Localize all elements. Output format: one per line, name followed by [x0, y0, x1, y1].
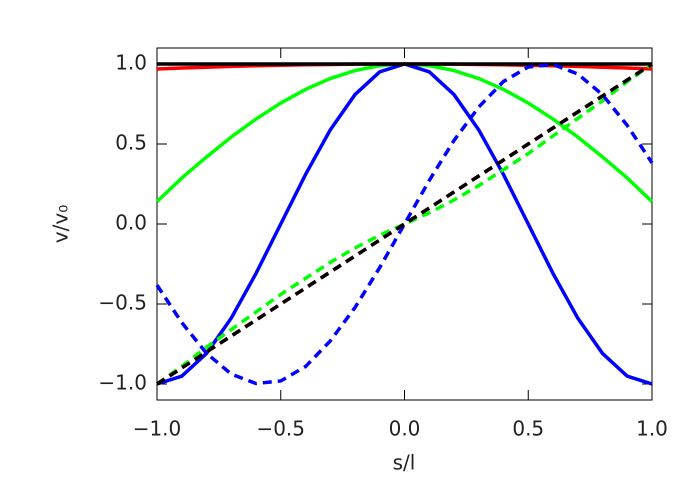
y-tick-label: 0.0 — [115, 211, 147, 235]
y-tick-label: −1.0 — [98, 371, 147, 395]
y-tick-label: 0.5 — [115, 131, 147, 155]
x-tick-label: −0.5 — [256, 417, 305, 441]
dashed-line — [156, 62, 653, 386]
y-axis-label: v/v₀ — [49, 205, 73, 243]
y-tick-label: −0.5 — [98, 291, 147, 315]
x-axis-label: s/l — [393, 451, 416, 475]
y-tick-label: 1.0 — [115, 51, 147, 75]
plot-frame — [156, 47, 653, 401]
x-tick-label: −1.0 — [133, 417, 182, 441]
dashed-line — [155, 62, 654, 386]
x-tick-label: 0.5 — [512, 417, 544, 441]
dashed-line — [155, 62, 654, 386]
x-tick-label: 0.0 — [389, 417, 421, 441]
x-tick-label: 1.0 — [636, 417, 668, 441]
line — [155, 62, 654, 203]
